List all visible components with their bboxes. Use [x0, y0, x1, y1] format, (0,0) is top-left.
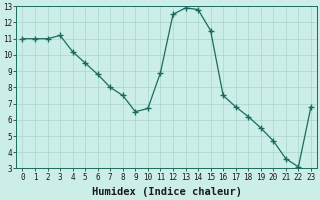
- X-axis label: Humidex (Indice chaleur): Humidex (Indice chaleur): [92, 187, 242, 197]
